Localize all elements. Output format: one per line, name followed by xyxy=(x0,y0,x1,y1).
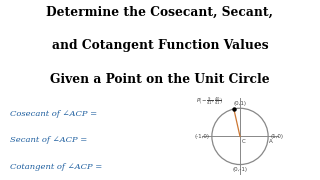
Text: (-1,0): (-1,0) xyxy=(195,134,210,139)
Text: (0,-1): (0,-1) xyxy=(233,167,247,172)
Text: Secant of ∠ACP =: Secant of ∠ACP = xyxy=(10,136,87,144)
Text: $P\!\left(\!-\frac{9}{41},\frac{40}{41}\right)$: $P\!\left(\!-\frac{9}{41},\frac{40}{41}\… xyxy=(196,96,224,107)
Text: Cotangent of ∠ACP =: Cotangent of ∠ACP = xyxy=(10,163,102,171)
Text: Cosecant of ∠ACP =: Cosecant of ∠ACP = xyxy=(10,110,97,118)
Text: (0,1): (0,1) xyxy=(234,101,246,106)
Text: Determine the Cosecant, Secant,: Determine the Cosecant, Secant, xyxy=(46,5,274,18)
Text: C: C xyxy=(242,139,245,144)
Text: and Cotangent Function Values: and Cotangent Function Values xyxy=(52,39,268,52)
Text: A: A xyxy=(269,139,272,144)
Text: Given a Point on the Unit Circle: Given a Point on the Unit Circle xyxy=(50,73,270,86)
Text: (1,0): (1,0) xyxy=(270,134,284,139)
